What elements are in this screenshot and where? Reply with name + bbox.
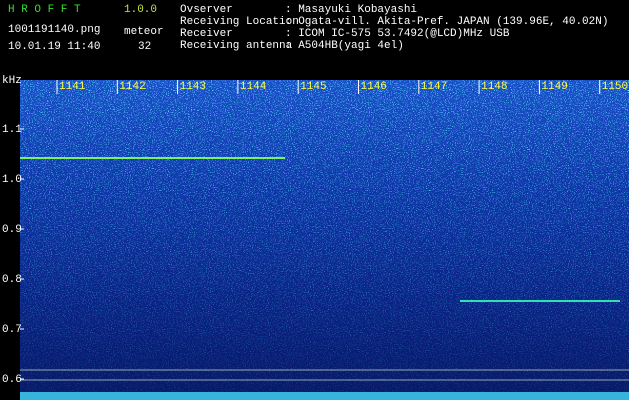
x-tick-label: 1147: [421, 81, 447, 93]
version: 1.0.0: [124, 4, 157, 16]
info-value: : Ogata-vill. Akita-Pref. JAPAN (139.96E…: [285, 16, 608, 28]
y-tick-label: 1.0: [2, 174, 22, 186]
info-value: : ICOM IC-575 53.7492(@LCD)MHz USB: [285, 28, 510, 40]
info-label: Receiving Location: [180, 16, 299, 28]
info-label: Receiver: [180, 28, 233, 40]
info-value: : A504HB(yagi 4el): [285, 40, 404, 52]
y-tick-label: 0.7: [2, 324, 22, 336]
x-tick-label: 1149: [541, 81, 567, 93]
count: 32: [138, 41, 151, 53]
app-name: H R O F F T: [8, 4, 81, 16]
x-tick-label: 1143: [180, 81, 206, 93]
mode: meteor: [124, 26, 164, 38]
x-tick-label: 1145: [300, 81, 326, 93]
info-label: Receiving antenna: [180, 40, 293, 52]
y-tick-label: 0.6: [2, 374, 22, 386]
unit: kHz: [2, 75, 22, 87]
x-tick-label: 1148: [481, 81, 507, 93]
datetime: 10.01.19 11:40: [8, 41, 100, 53]
info-label: Ovserver: [180, 4, 233, 16]
noise: [20, 80, 629, 400]
info-value: : Masayuki Kobayashi: [285, 4, 417, 16]
y-tick-label: 0.9: [2, 224, 22, 236]
x-tick-label: 1141: [59, 81, 86, 93]
filename: 1001191140.png: [8, 24, 100, 36]
y-tick-label: 1.1: [2, 124, 22, 136]
x-tick-label: 1142: [119, 81, 145, 93]
y-tick-label: 0.8: [2, 274, 22, 286]
x-tick-label: 1144: [240, 81, 267, 93]
x-tick-label: 1150: [602, 81, 628, 93]
bottom-band: [20, 392, 629, 400]
x-tick-label: 1146: [361, 81, 387, 93]
